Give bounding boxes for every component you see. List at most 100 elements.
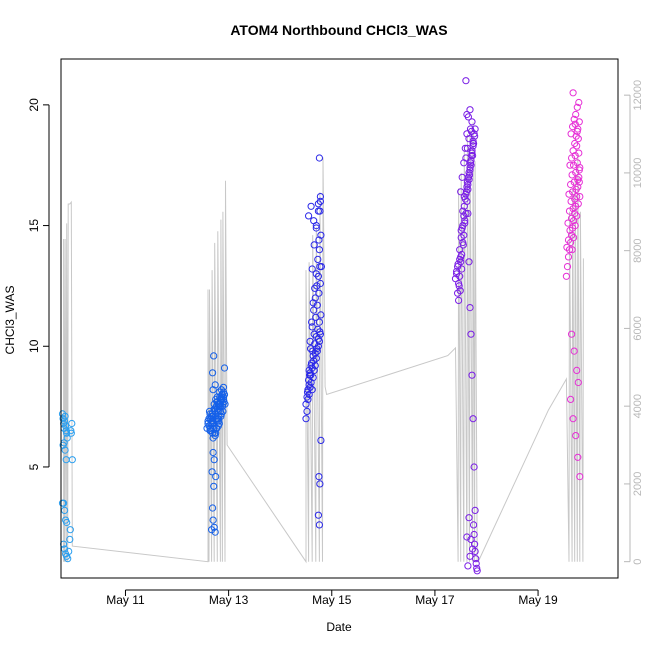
data-point xyxy=(207,424,215,432)
data-point xyxy=(575,98,583,107)
data-point xyxy=(219,383,228,391)
altitude-trace-layer xyxy=(63,122,584,564)
data-point xyxy=(309,352,317,360)
data-point xyxy=(467,330,475,338)
data-point xyxy=(463,533,471,541)
data-point xyxy=(315,521,323,529)
data-point xyxy=(308,323,316,331)
data-point xyxy=(308,265,316,273)
data-point xyxy=(573,127,581,135)
y-axis-label: CHCl3_WAS xyxy=(3,286,17,355)
data-point xyxy=(466,552,474,560)
data-point xyxy=(458,173,466,181)
data-point xyxy=(315,154,323,162)
data-point xyxy=(569,415,577,423)
data-point xyxy=(563,263,572,271)
data-point xyxy=(317,263,325,271)
data-point xyxy=(314,335,322,343)
data-point xyxy=(573,103,581,111)
data-point xyxy=(67,427,75,435)
data-point xyxy=(315,246,323,254)
data-point xyxy=(470,463,478,471)
data-point xyxy=(467,127,476,135)
data-point xyxy=(314,200,322,208)
data-point xyxy=(216,407,224,415)
data-point xyxy=(305,381,313,389)
x-tick-label: May 13 xyxy=(209,593,249,607)
data-point xyxy=(455,282,463,290)
data-point xyxy=(570,347,578,355)
x-tick-label: May 17 xyxy=(415,593,455,607)
data-point xyxy=(572,110,580,119)
data-point xyxy=(469,139,477,148)
data-point xyxy=(458,265,466,273)
data-point xyxy=(457,188,465,196)
data-point xyxy=(569,188,577,196)
y2-tick-label: 10000 xyxy=(632,158,644,189)
data-point xyxy=(467,535,475,544)
data-point xyxy=(466,304,474,312)
data-point xyxy=(316,197,324,205)
data-point xyxy=(455,296,463,304)
data-point xyxy=(461,217,469,225)
data-point xyxy=(460,159,468,167)
series-5 xyxy=(562,89,584,481)
data-point xyxy=(210,482,218,490)
data-point xyxy=(573,159,581,167)
data-point xyxy=(68,456,76,464)
data-point xyxy=(567,130,575,138)
data-point xyxy=(571,120,579,128)
data-points-layer xyxy=(58,77,584,575)
data-point xyxy=(315,473,323,481)
data-point xyxy=(468,371,476,379)
data-point xyxy=(65,547,73,556)
data-point xyxy=(210,352,218,360)
data-point xyxy=(303,407,311,415)
data-point xyxy=(456,287,464,295)
data-point xyxy=(572,168,580,177)
data-point xyxy=(209,448,217,457)
data-point xyxy=(310,306,318,314)
data-point xyxy=(570,178,578,186)
data-point xyxy=(456,255,464,263)
data-point xyxy=(573,212,581,220)
data-point xyxy=(470,521,478,529)
x-axis-label: Date xyxy=(326,620,352,634)
data-point xyxy=(453,270,461,278)
data-point xyxy=(464,180,472,189)
data-point xyxy=(567,395,575,403)
data-point xyxy=(215,417,223,425)
data-point xyxy=(210,405,218,413)
data-point xyxy=(468,118,476,126)
data-point xyxy=(315,236,323,244)
data-point xyxy=(217,412,225,420)
data-point xyxy=(216,395,224,403)
data-point xyxy=(317,436,325,444)
data-point xyxy=(574,378,582,387)
data-point xyxy=(574,453,582,461)
data-point xyxy=(307,202,315,210)
data-point xyxy=(214,422,222,430)
data-point xyxy=(574,200,582,208)
data-point xyxy=(307,362,315,370)
series-3 xyxy=(302,154,325,529)
data-point xyxy=(209,386,217,394)
data-point xyxy=(62,422,70,430)
data-point xyxy=(472,559,480,568)
data-point xyxy=(209,369,217,377)
y2-tick-label: 12000 xyxy=(632,80,644,111)
data-point xyxy=(315,318,323,326)
data-point xyxy=(469,415,477,423)
axes-layer: May 11 May 13 May 15 May 17 May 19 5 10 15 20 0 20… xyxy=(27,80,644,607)
data-point xyxy=(570,115,578,123)
data-point xyxy=(465,171,474,179)
data-point xyxy=(66,535,74,544)
data-point xyxy=(464,209,472,218)
data-point xyxy=(567,180,575,189)
data-point xyxy=(220,364,229,372)
data-point xyxy=(562,272,571,280)
data-point xyxy=(567,197,575,205)
data-point xyxy=(211,528,219,536)
data-point xyxy=(462,77,470,85)
data-point xyxy=(305,366,313,374)
